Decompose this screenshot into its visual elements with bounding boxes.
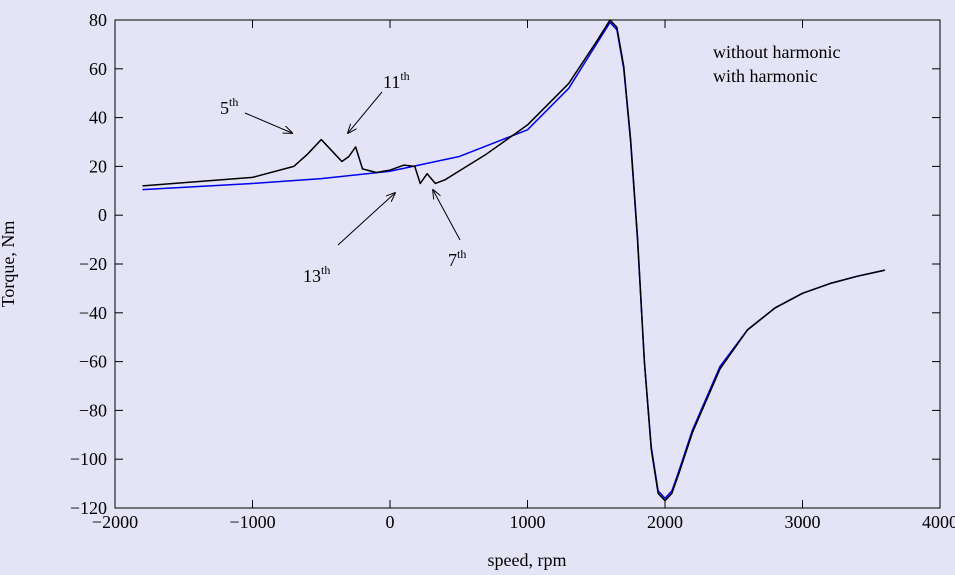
annotation-text: 7: [448, 250, 457, 270]
background: [0, 0, 955, 575]
y-tick-label: −100: [70, 449, 107, 469]
y-tick-label: 80: [89, 10, 107, 30]
annotation-sup: th: [400, 69, 409, 83]
y-tick-label: −60: [79, 352, 107, 372]
y-tick-label: −120: [70, 498, 107, 518]
y-tick-label: −40: [79, 303, 107, 323]
annotation-sup: th: [229, 95, 238, 109]
annotation-text: 5: [220, 98, 229, 118]
x-tick-label: 4000: [922, 512, 955, 532]
x-tick-label: 2000: [647, 512, 683, 532]
y-tick-label: −20: [79, 254, 107, 274]
y-tick-label: 40: [89, 108, 107, 128]
legend-label: with harmonic: [713, 66, 817, 86]
legend-label: without harmonic: [713, 42, 840, 62]
annotation-sup: th: [321, 263, 330, 277]
annotation-text: 13: [303, 266, 321, 286]
y-axis-label: Torque, Nm: [0, 221, 18, 308]
y-tick-label: 20: [89, 156, 107, 176]
x-tick-label: 3000: [785, 512, 821, 532]
x-tick-label: −1000: [229, 512, 275, 532]
y-tick-label: −80: [79, 400, 107, 420]
x-tick-label: 0: [386, 512, 395, 532]
x-axis-label: speed, rpm: [488, 550, 567, 570]
x-tick-label: 1000: [510, 512, 546, 532]
annotation-sup: th: [457, 247, 466, 261]
y-tick-label: 0: [98, 205, 107, 225]
chart: speed, rpm Torque, Nm −2000−100001000200…: [0, 0, 955, 575]
y-tick-label: 60: [89, 59, 107, 79]
annotation-text: 11: [383, 72, 400, 92]
